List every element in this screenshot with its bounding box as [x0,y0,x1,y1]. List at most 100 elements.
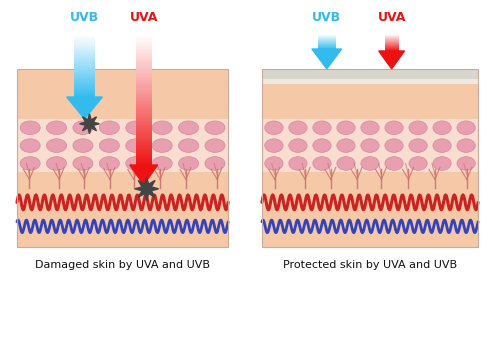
Bar [262,172,478,247]
Bar [136,117,152,119]
Bar [136,45,152,47]
Bar [17,69,228,119]
Ellipse shape [265,139,283,152]
Bar [74,90,96,91]
Ellipse shape [265,121,283,135]
Bar [136,104,152,106]
Bar [74,69,96,70]
Text: UVA: UVA [378,11,406,24]
Bar [136,89,152,91]
Bar [262,69,478,247]
Bar [136,41,152,43]
Bar [262,119,478,172]
Bar [74,42,96,43]
Bar [136,76,152,78]
Bar [136,156,152,159]
Ellipse shape [20,156,40,170]
Bar [136,47,152,49]
Bar [74,73,96,74]
Bar [74,74,96,75]
Ellipse shape [205,121,225,135]
Bar [136,97,152,100]
Bar [74,47,96,48]
Bar [74,44,96,45]
Bar [136,141,152,143]
Ellipse shape [100,156,119,170]
Bar [136,150,152,152]
Bar [136,163,152,165]
Bar [74,94,96,95]
Ellipse shape [46,156,66,170]
Bar [136,152,152,154]
Bar [136,36,152,39]
Bar [74,80,96,81]
Bar [136,91,152,93]
Bar [74,75,96,76]
Bar [74,62,96,63]
Ellipse shape [361,139,379,152]
Bar [136,143,152,145]
Ellipse shape [361,121,379,135]
Ellipse shape [457,139,475,152]
Bar [136,49,152,52]
Bar [74,53,96,54]
Bar [136,102,152,104]
Bar [74,52,96,53]
Bar [136,124,152,126]
Bar [74,60,96,62]
Bar [136,65,152,67]
Ellipse shape [289,156,307,170]
Bar [136,108,152,111]
Bar [74,41,96,42]
Bar [74,46,96,47]
Ellipse shape [73,139,93,152]
Bar [74,82,96,83]
Bar [74,48,96,49]
Ellipse shape [100,139,119,152]
Bar [136,100,152,102]
Bar [136,67,152,69]
Bar [74,58,96,59]
Bar [74,70,96,71]
Bar [136,87,152,89]
Bar [74,34,96,35]
Bar [74,84,96,86]
Ellipse shape [385,139,403,152]
Bar [136,95,152,97]
Bar [136,71,152,73]
Bar [136,113,152,115]
Ellipse shape [205,139,225,152]
Bar [136,148,152,150]
Bar [136,80,152,82]
Ellipse shape [313,156,331,170]
Bar [136,159,152,161]
Bar [17,172,228,247]
Bar [136,145,152,148]
Polygon shape [135,177,158,201]
Bar [74,78,96,79]
Bar [136,54,152,56]
Ellipse shape [100,121,119,135]
Bar [74,57,96,58]
Ellipse shape [313,121,331,135]
Ellipse shape [289,139,307,152]
Bar [74,49,96,50]
Bar [74,71,96,72]
Bar [136,128,152,130]
Ellipse shape [152,156,172,170]
Bar [136,52,152,54]
Bar [17,119,228,172]
Ellipse shape [313,139,331,152]
Bar [74,35,96,36]
Bar [74,77,96,78]
Polygon shape [66,97,102,119]
Bar [136,82,152,84]
Text: UVA: UVA [130,11,158,24]
Ellipse shape [433,121,451,135]
Bar [136,132,152,135]
Bar [17,69,228,247]
Text: Protected skin by UVA and UVB: Protected skin by UVA and UVB [283,260,457,270]
Ellipse shape [20,139,40,152]
Ellipse shape [409,121,427,135]
Bar [262,79,478,84]
